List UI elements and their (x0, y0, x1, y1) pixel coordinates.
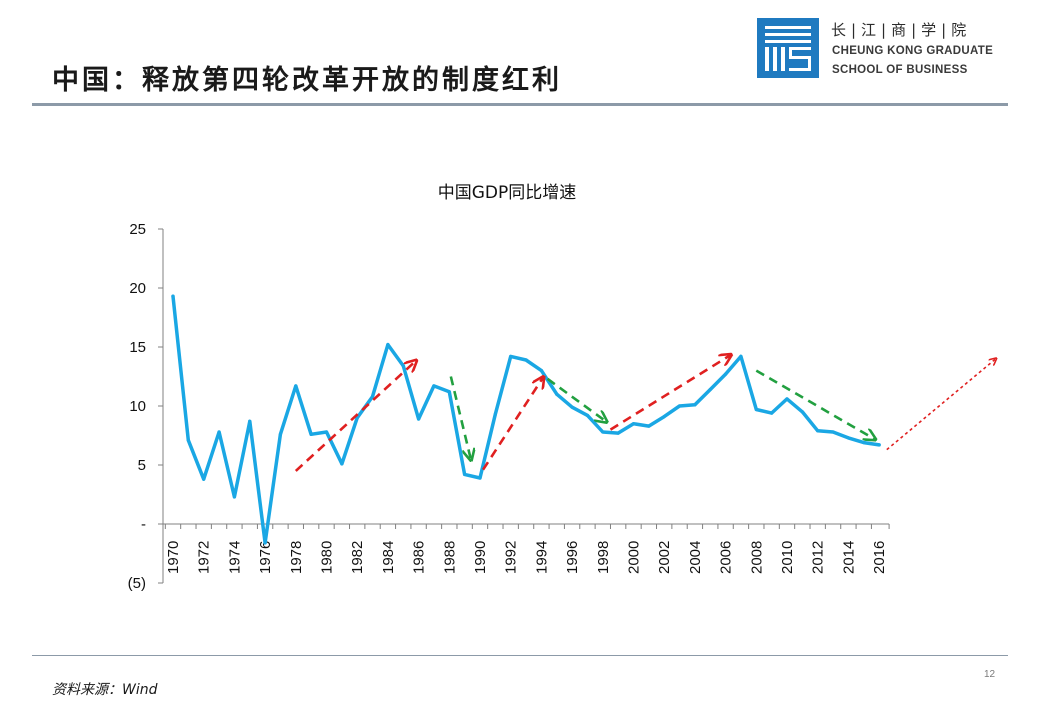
gdp-data-point (370, 394, 375, 399)
gdp-data-point (754, 407, 758, 412)
gdp-data-point (524, 358, 528, 362)
x-tick-label: 1970 (165, 541, 182, 574)
y-tick-label: 15 (129, 339, 146, 356)
x-tick-label: 2012 (810, 541, 827, 574)
gdp-data-point (785, 397, 789, 401)
footer-divider (32, 655, 1008, 656)
x-tick-label: 2014 (840, 541, 857, 574)
x-tick-label: 1976 (257, 541, 274, 574)
trend-arrow-down (546, 377, 606, 421)
gdp-data-point (386, 343, 390, 347)
trend-arrow-up (294, 361, 416, 472)
gdp-data-point (677, 404, 682, 408)
gdp-data-point (478, 476, 482, 480)
x-tick-label: 2016 (871, 541, 888, 574)
gdp-data-point (585, 413, 590, 418)
gdp-data-point (171, 294, 175, 298)
gdp-data-point (493, 412, 497, 416)
x-tick-label: 1992 (503, 541, 520, 574)
title-divider (32, 103, 1008, 106)
gdp-data-point (309, 432, 313, 436)
y-tick-label: 25 (129, 221, 146, 238)
gdp-data-point (447, 390, 451, 394)
x-tick-label: 2002 (656, 541, 673, 574)
gdp-data-point (186, 438, 190, 442)
page-number: 12 (984, 669, 996, 680)
trend-arrow-down (755, 369, 874, 439)
gdp-data-point (831, 430, 835, 434)
gdp-data-point (708, 387, 712, 392)
ckgsb-logo (757, 18, 819, 78)
y-tick-label: 20 (129, 280, 146, 297)
gdp-data-point (693, 403, 697, 407)
x-tick-label: 1986 (411, 541, 428, 574)
slide-title: 中国：释放第四轮改革开放的制度红利 (52, 65, 562, 96)
x-tick-label: 1998 (595, 541, 612, 574)
gdp-data-point (263, 541, 267, 545)
gdp-data-point (232, 495, 236, 499)
x-tick-label: 1982 (349, 541, 366, 574)
trend-arrow-forecast (886, 359, 996, 451)
gdp-data-point (340, 462, 344, 466)
gdp-data-point (417, 417, 421, 421)
gdp-data-point (846, 436, 851, 440)
trend-arrow-up (609, 355, 730, 431)
data-source: 资料来源：Wind (52, 682, 158, 698)
gdp-data-point (662, 415, 666, 419)
x-tick-label: 1984 (380, 541, 397, 574)
gdp-data-point (217, 430, 221, 434)
gdp-data-point (800, 410, 804, 414)
gdp-data-point (724, 372, 728, 376)
x-tick-label: 2000 (626, 541, 643, 574)
gdp-data-point (278, 432, 283, 436)
x-tick-label: 1988 (441, 541, 458, 574)
gdp-data-point (862, 440, 866, 445)
gdp-data-point (432, 384, 436, 388)
x-tick-label: 1978 (288, 541, 305, 574)
logo-chinese-name: 长|江|商|学|院 (831, 21, 972, 39)
gdp-data-point (631, 422, 636, 426)
gdp-data-point (401, 364, 405, 368)
gdp-data-point (816, 429, 820, 433)
x-tick-label: 1996 (564, 541, 581, 574)
gdp-data-point (770, 411, 774, 415)
x-tick-label: 1972 (196, 541, 213, 574)
gdp-data-point (294, 384, 298, 388)
logo-english-line1: CHEUNG KONG GRADUATE (832, 45, 994, 57)
y-tick-label: 10 (129, 398, 146, 415)
y-tick-label: 5 (138, 457, 146, 474)
gdp-data-point (509, 354, 513, 359)
x-tick-label: 1994 (533, 541, 550, 574)
x-tick-label: 2004 (687, 541, 704, 574)
gdp-data-point (739, 354, 743, 359)
gdp-data-point (616, 431, 620, 435)
gdp-data-point (202, 477, 206, 481)
x-tick-label: 2010 (779, 541, 796, 574)
gdp-data-point (248, 419, 252, 423)
x-tick-label: 2008 (748, 541, 765, 574)
ckgsb-logo-mark (757, 18, 819, 78)
trend-arrow-up (481, 378, 543, 471)
chart-title: 中国GDP同比增速 (438, 183, 577, 203)
x-tick-label: 1980 (319, 541, 336, 574)
y-tick-label: (5) (128, 575, 146, 592)
gdp-data-point (324, 430, 329, 434)
gdp-data-point (601, 430, 605, 434)
logo-english-line2: SCHOOL OF BUSINESS (832, 64, 968, 76)
gdp-growth-line (171, 294, 881, 545)
gdp-data-point (555, 392, 559, 396)
gdp-data-point (877, 443, 881, 447)
x-tick-label: 1990 (472, 541, 489, 574)
y-tick-label: - (141, 516, 146, 533)
gdp-data-point (647, 424, 651, 428)
x-tick-label: 1974 (226, 541, 243, 574)
gdp-data-point (570, 405, 574, 409)
gdp-data-point (539, 369, 544, 373)
gdp-data-point (463, 472, 467, 477)
x-tick-label: 2006 (718, 541, 735, 574)
